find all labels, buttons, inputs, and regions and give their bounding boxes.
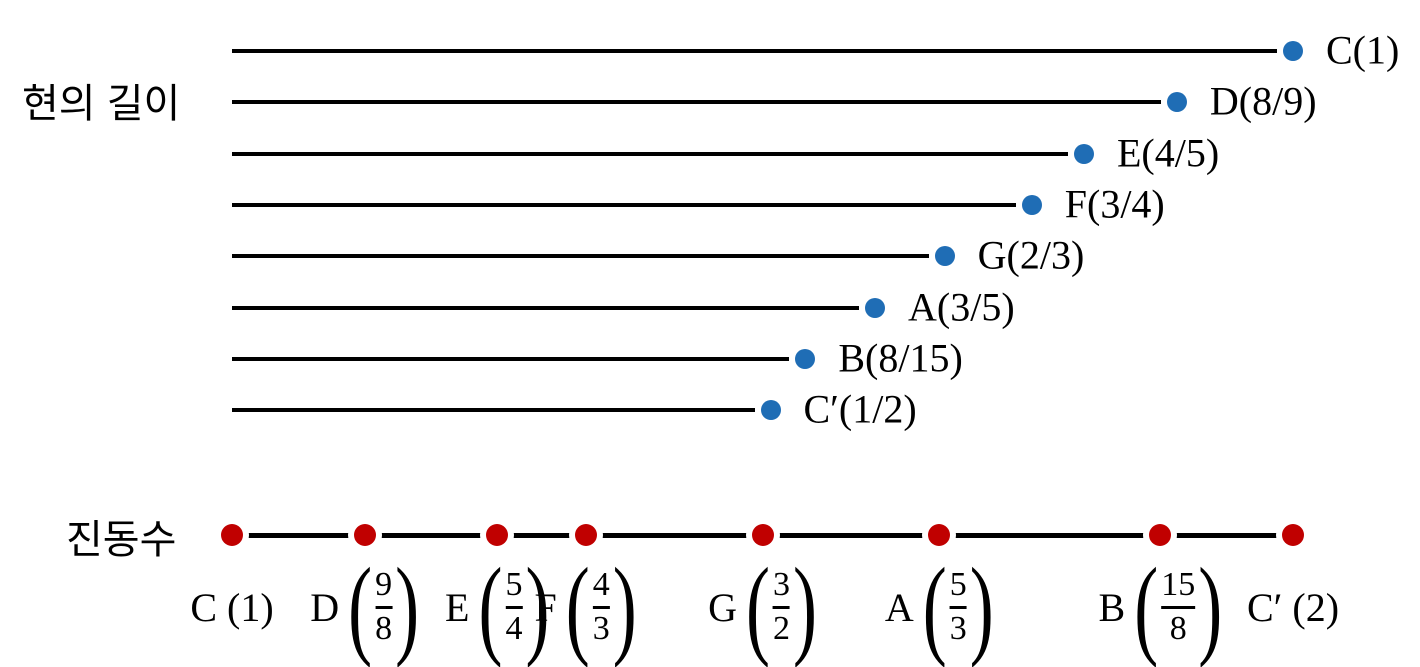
frequency-point-label: C′ (2) <box>1247 557 1339 657</box>
note-letter: D <box>310 584 340 630</box>
fraction-numerator: 15 <box>1161 565 1196 603</box>
frequency-point-label: A(5 3) <box>884 551 994 663</box>
fraction-bar <box>1161 605 1196 609</box>
string-line <box>232 408 755 413</box>
string-endpoint-dot <box>865 297 885 318</box>
fraction-denominator: 2 <box>772 609 790 647</box>
frequency-point-label: D(9 8) <box>310 551 419 663</box>
note-letter-value: C (1) <box>190 584 274 630</box>
note-letter: G <box>708 584 737 630</box>
note-letter-value: C′ (2) <box>1246 584 1340 630</box>
fraction-bar <box>505 605 523 609</box>
open-paren: ( <box>1134 545 1159 667</box>
fraction-bar <box>772 605 790 609</box>
open-paren: ( <box>745 545 770 667</box>
frequency-point-dot <box>221 524 243 546</box>
open-paren: ( <box>922 545 947 667</box>
string-endpoint-dot <box>760 400 781 421</box>
close-paren: ) <box>525 545 550 667</box>
string-row-label: B(8/15) <box>838 335 963 381</box>
frequency-point-dot <box>751 524 774 546</box>
string-length-section-label: 현의 길이 <box>22 82 181 126</box>
string-endpoint-dot <box>1021 194 1042 215</box>
frequency-point-label: C (1) <box>190 557 273 657</box>
fraction-denominator: 4 <box>505 609 523 647</box>
note-letter: F <box>534 584 557 630</box>
string-endpoint-dot <box>1283 41 1303 61</box>
fraction-bar <box>592 605 610 609</box>
string-line <box>232 254 929 259</box>
note-letter: E <box>445 584 470 630</box>
string-endpoint-dot <box>1166 92 1187 113</box>
fraction-denominator: 8 <box>1169 609 1187 647</box>
string-line <box>232 356 790 361</box>
fraction-denominator: 8 <box>375 609 393 647</box>
fraction-bar <box>949 605 967 609</box>
note-letter: A <box>884 584 914 630</box>
frequency-point-dot <box>486 524 509 546</box>
string-line <box>232 100 1161 105</box>
fraction-bar <box>375 605 393 609</box>
string-row-label: G(2/3) <box>977 232 1085 278</box>
fraction-numerator: 4 <box>592 565 610 603</box>
frequency-point-dot <box>353 524 376 546</box>
frequency-point-label: G(3 2) <box>708 551 817 663</box>
close-paren: ) <box>792 545 817 667</box>
string-endpoint-dot <box>795 348 816 369</box>
string-line <box>232 305 859 310</box>
string-line <box>232 202 1016 207</box>
string-line <box>232 49 1277 53</box>
frequency-point-label: F(4 3) <box>534 551 637 663</box>
close-paren: ) <box>612 545 637 667</box>
string-row-label: C(1) <box>1326 27 1400 73</box>
open-paren: ( <box>478 545 503 667</box>
frequency-point-label: E(5 4) <box>445 551 549 663</box>
frequency-point-dot <box>1282 524 1304 546</box>
close-paren: ) <box>1198 545 1223 667</box>
open-paren: ( <box>348 545 373 667</box>
fraction-denominator: 3 <box>592 609 610 647</box>
frequency-point-dot <box>928 524 951 546</box>
frequency-section-label: 진동수 <box>66 518 177 562</box>
close-paren: ) <box>395 545 420 667</box>
string-row-label: F(3/4) <box>1064 181 1165 227</box>
frequency-point-dot <box>574 524 597 546</box>
open-paren: ( <box>565 545 590 667</box>
fraction-numerator: 9 <box>375 565 393 603</box>
fraction-numerator: 3 <box>772 565 790 603</box>
string-endpoint-dot <box>934 246 955 267</box>
string-row-label: E(4/5) <box>1117 130 1220 176</box>
string-line <box>232 151 1068 156</box>
string-endpoint-dot <box>1074 143 1094 164</box>
frequency-point-label: B(15 8) <box>1098 551 1223 663</box>
frequency-point-dot <box>1149 524 1172 546</box>
string-row-label: C′(1/2) <box>803 386 917 432</box>
fraction-numerator: 5 <box>949 565 967 603</box>
frequency-fraction: 15 8 <box>1161 565 1196 647</box>
string-row-label: A(3/5) <box>908 284 1015 330</box>
fraction-denominator: 3 <box>949 609 967 647</box>
note-letter: B <box>1098 584 1126 630</box>
close-paren: ) <box>969 545 994 667</box>
string-row-label: D(8/9) <box>1209 78 1317 124</box>
fraction-numerator: 5 <box>505 565 523 603</box>
